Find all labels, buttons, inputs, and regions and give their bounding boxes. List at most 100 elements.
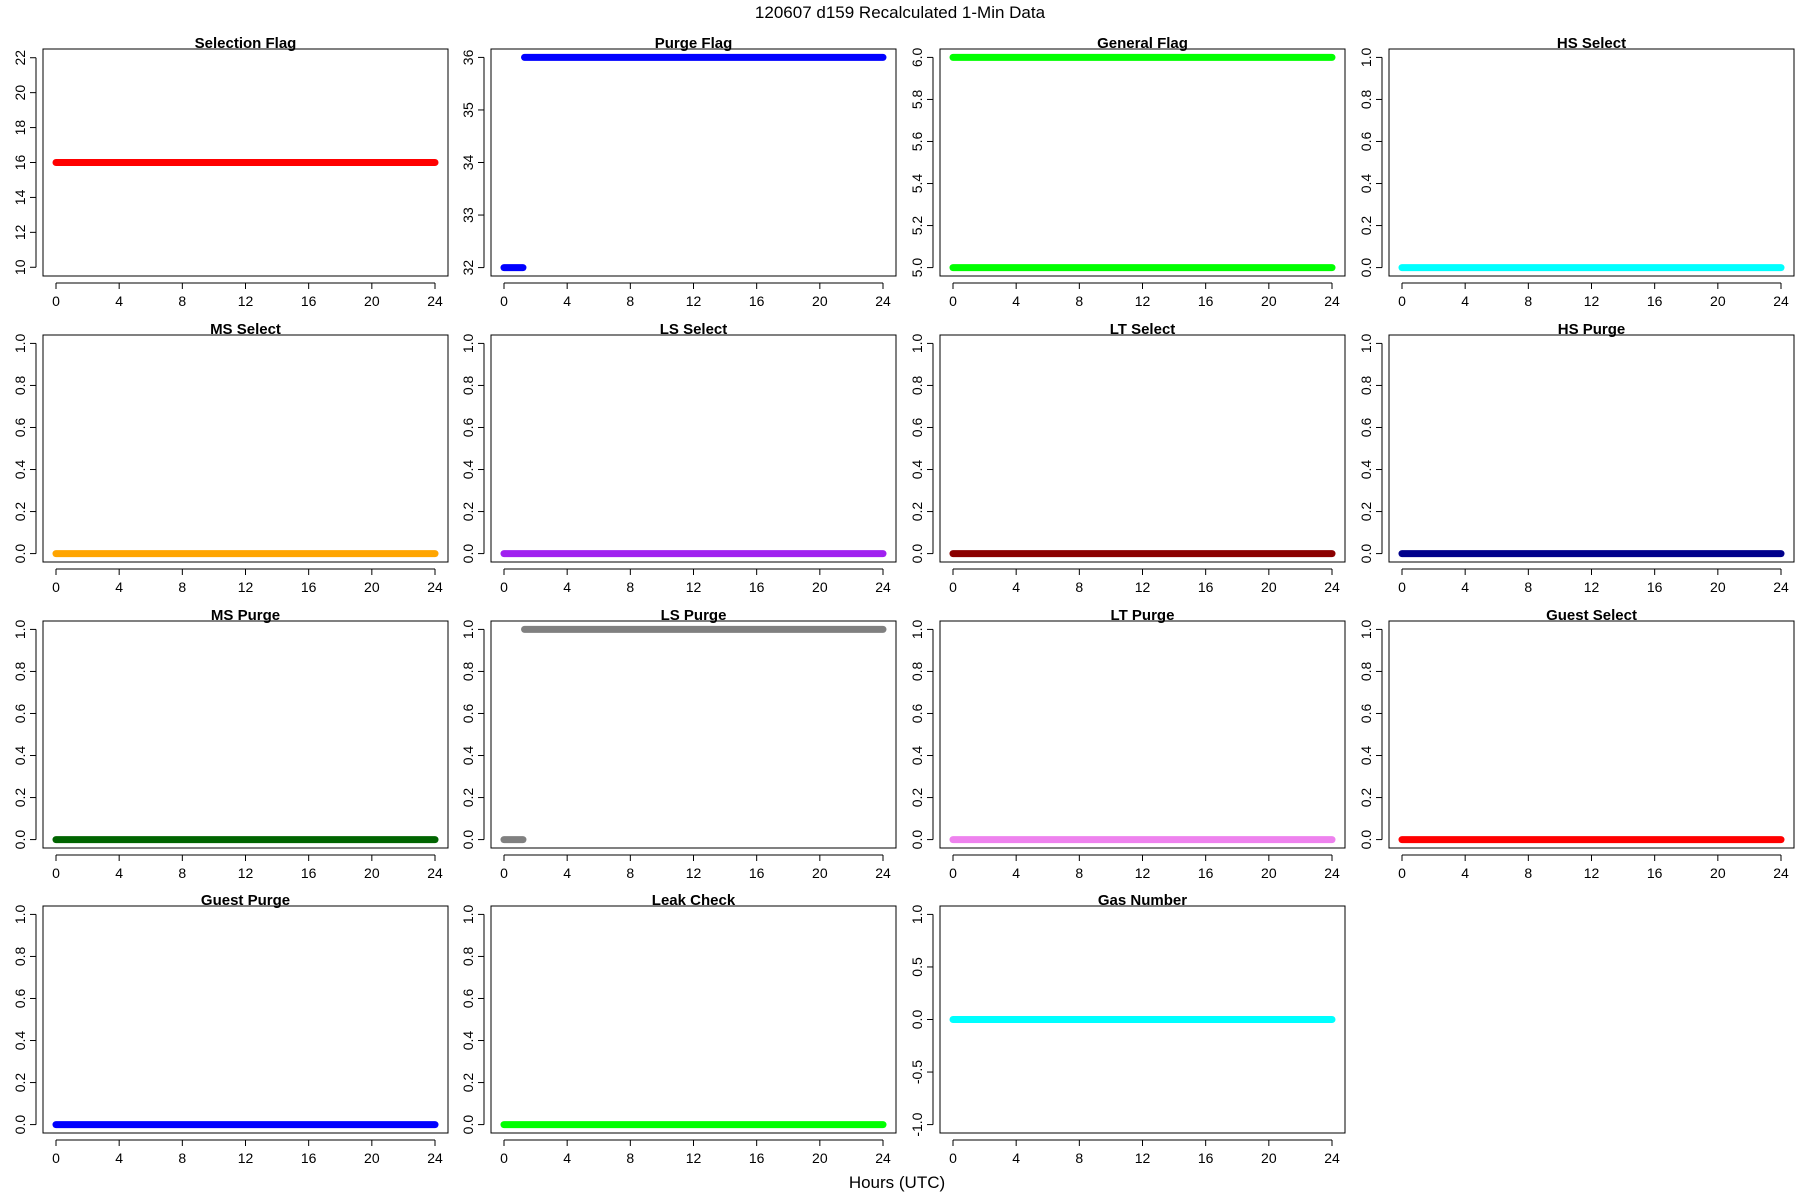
y-tick-label: 0.0: [1358, 544, 1374, 564]
y-tick-label: 0.4: [12, 1031, 28, 1051]
x-tick-label: 20: [1710, 293, 1726, 309]
y-tick-label: 1.0: [1358, 333, 1374, 353]
x-tick-label: 24: [875, 579, 891, 595]
y-tick-label: 0.4: [12, 460, 28, 480]
y-tick-label: 0.6: [1358, 704, 1374, 724]
x-tick-label: 12: [686, 579, 702, 595]
y-tick-label: 0.2: [12, 788, 28, 808]
x-tick-label: 12: [238, 293, 254, 309]
y-tick-label: 0.6: [460, 418, 476, 438]
y-tick-label: 0.6: [460, 989, 476, 1009]
y-tick-label: 0.8: [460, 947, 476, 967]
x-axis: 0 4 8 12 16 20 24: [500, 1139, 891, 1166]
panel-title: Leak Check: [652, 892, 736, 909]
x-axis: 0 4 8 12 16 20 24: [1398, 568, 1789, 595]
y-tick-label: 0.6: [12, 704, 28, 724]
x-tick-label: 24: [427, 579, 443, 595]
x-tick-label: 4: [115, 579, 123, 595]
x-tick-label: 0: [949, 293, 957, 309]
x-tick-label: 12: [1584, 579, 1600, 595]
x-tick-label: 20: [812, 1150, 828, 1166]
y-axis: 0.0 0.2 0.4 0.6 0.8 1.0: [460, 333, 485, 564]
x-tick-label: 4: [1012, 579, 1020, 595]
panel-title: HS Purge: [1558, 321, 1626, 338]
x-tick-label: 20: [364, 293, 380, 309]
x-axis: 0 4 8 12 16 20 24: [500, 854, 891, 881]
plot-frame: [490, 620, 897, 849]
x-axis: 0 4 8 12 16 20 24: [52, 282, 443, 309]
y-tick-label: 0.2: [1358, 502, 1374, 522]
y-tick-label: 1.0: [12, 333, 28, 353]
x-tick-label: 8: [626, 1150, 634, 1166]
x-axis: 0 4 8 12 16 20 24: [1398, 282, 1789, 309]
y-tick-label: 0.0: [12, 544, 28, 564]
x-tick-label: 4: [115, 1150, 123, 1166]
panel-title: Guest Purge: [201, 892, 290, 909]
panel-title: MS Purge: [211, 607, 280, 624]
y-tick-label: 0.2: [1358, 216, 1374, 236]
x-tick-label: 16: [749, 293, 765, 309]
y-tick-label: 0.2: [1358, 788, 1374, 808]
x-tick-label: 12: [1584, 865, 1600, 881]
x-tick-label: 8: [1524, 293, 1532, 309]
x-tick-label: 20: [1261, 1150, 1277, 1166]
y-tick-label: 20: [12, 85, 28, 101]
x-tick-label: 16: [301, 865, 317, 881]
x-tick-label: 8: [178, 293, 186, 309]
x-tick-label: 0: [52, 579, 60, 595]
panel-title: Purge Flag: [655, 35, 733, 52]
y-tick-label: 1.0: [460, 619, 476, 639]
chart-panel: HS Select 0 4 8 12 16 20 24 0.0 0.2 0.4 0.6 0.8 1.0: [1358, 35, 1795, 309]
y-tick-label: 0.6: [1358, 418, 1374, 438]
y-tick-label: 1.0: [460, 904, 476, 924]
x-tick-label: 12: [238, 579, 254, 595]
x-tick-label: 24: [1324, 1150, 1340, 1166]
x-tick-label: 4: [115, 865, 123, 881]
y-tick-label: 6.0: [909, 47, 925, 67]
y-tick-label: -1.0: [909, 1112, 925, 1136]
panel-title: LS Purge: [661, 607, 727, 624]
y-tick-label: 1.0: [909, 904, 925, 924]
plot-frame: [42, 48, 449, 277]
x-tick-label: 16: [1198, 579, 1214, 595]
x-tick-label: 0: [1398, 293, 1406, 309]
y-axis: 0.0 0.2 0.4 0.6 0.8 1.0: [12, 333, 37, 564]
x-tick-label: 4: [115, 293, 123, 309]
y-tick-label: 0.8: [1358, 662, 1374, 682]
x-tick-label: 8: [626, 293, 634, 309]
y-tick-label: 0.0: [460, 544, 476, 564]
plot-frame: [939, 48, 1346, 277]
x-tick-label: 4: [1012, 293, 1020, 309]
plot-frame: [490, 48, 897, 277]
plot-frame: [939, 334, 1346, 563]
x-tick-label: 8: [626, 865, 634, 881]
y-tick-label: 12: [12, 224, 28, 240]
x-tick-label: 0: [500, 579, 508, 595]
x-tick-label: 24: [1324, 865, 1340, 881]
x-tick-label: 8: [178, 1150, 186, 1166]
plot-frame: [939, 620, 1346, 849]
x-tick-label: 8: [178, 865, 186, 881]
x-tick-label: 4: [1461, 293, 1469, 309]
y-tick-label: 0.4: [12, 746, 28, 766]
plot-frame: [1388, 334, 1795, 563]
chart-panel: LS Select 0 4 8 12 16 20 24 0.0 0.2 0.4 0.6 0.8 1.0: [460, 321, 897, 595]
x-tick-label: 0: [949, 579, 957, 595]
panel-title: LT Purge: [1111, 607, 1175, 624]
y-tick-label: 0.0: [12, 1115, 28, 1135]
y-tick-label: 35: [460, 102, 476, 118]
x-axis: 0 4 8 12 16 20 24: [52, 568, 443, 595]
x-tick-label: 24: [427, 293, 443, 309]
x-tick-label: 8: [626, 579, 634, 595]
chart-panel: Gas Number 0 4 8 12 16 20 24 -1.0 -0.5 0.0 0.5 1.0: [909, 892, 1346, 1166]
y-tick-label: 0.6: [12, 989, 28, 1009]
y-axis: -1.0 -0.5 0.0 0.5 1.0: [909, 904, 934, 1137]
y-axis: 0.0 0.2 0.4 0.6 0.8 1.0: [12, 619, 37, 849]
chart-panel: MS Select 0 4 8 12 16 20 24 0.0 0.2 0.4 0.6 0.8 1.0: [12, 321, 449, 595]
y-axis: 0.0 0.2 0.4 0.6 0.8 1.0: [460, 619, 485, 849]
x-tick-label: 0: [52, 1150, 60, 1166]
y-tick-label: -0.5: [909, 1060, 925, 1084]
x-tick-label: 0: [949, 865, 957, 881]
x-tick-label: 12: [686, 1150, 702, 1166]
x-tick-label: 4: [1012, 865, 1020, 881]
